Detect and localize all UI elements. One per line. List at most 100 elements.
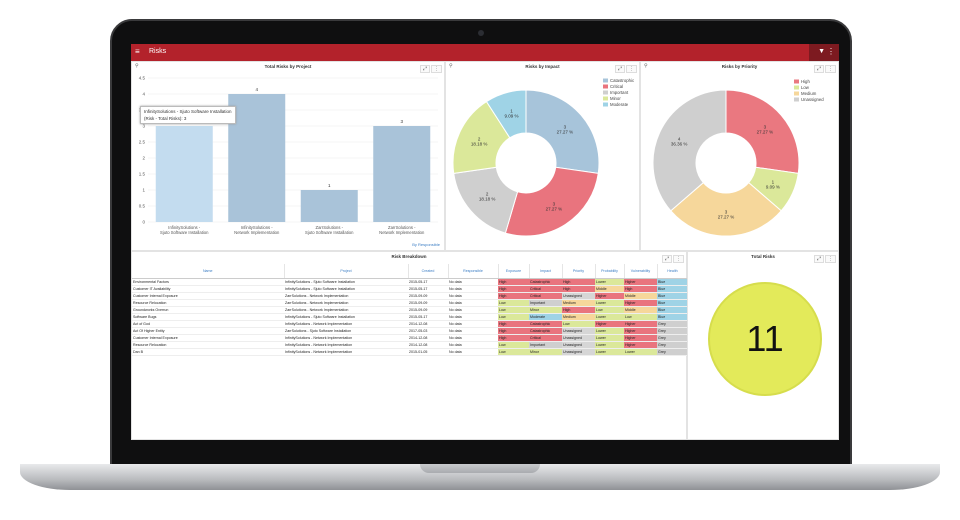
table-row[interactable]: Dan B InfinitySolutions - Network Impleme… <box>132 348 688 356</box>
table-cell: Lower <box>624 348 657 356</box>
table-cell: High <box>498 278 529 286</box>
table-cell: Blue <box>657 299 688 307</box>
table-cell: Catastrophic <box>529 278 562 286</box>
donut-slice <box>525 89 600 174</box>
column-header[interactable]: Impact <box>529 264 563 279</box>
table-cell: Middle <box>624 306 657 314</box>
y-tick-label: 1.5 <box>139 172 146 177</box>
legend-swatch <box>603 90 608 95</box>
panel-risks-by-priority: ⚲ Risks by Priority ⤢ ⋮ 3 27.27 % 1 9.09 % 3 2… <box>640 61 839 251</box>
table-cell: Important <box>529 341 562 349</box>
pin-icon[interactable]: ⚲ <box>449 63 453 69</box>
table-cell: Higher <box>624 299 657 307</box>
table-header-row: Name Project Created Responsible Exposure Imp… <box>132 264 689 279</box>
more-icon[interactable]: ⋮ <box>431 65 442 73</box>
more-icon[interactable]: ⋮ <box>626 65 637 73</box>
bar <box>300 190 358 222</box>
expand-icon[interactable]: ⤢ <box>419 65 430 73</box>
slice-percent-label: 27.27 % <box>757 129 774 134</box>
table-cell: Higher <box>624 334 657 342</box>
more-icon[interactable]: ⋮ <box>825 255 836 263</box>
table-cell: Critical <box>529 292 562 300</box>
column-header[interactable]: Name <box>132 264 285 279</box>
table-cell: No data <box>448 327 498 335</box>
panel-controls: ⤢ ⋮ <box>661 255 684 263</box>
slice-count-label: 3 <box>725 210 728 215</box>
more-options-icon[interactable]: ⋮ <box>827 47 835 56</box>
slice-count-label: 3 <box>553 201 556 206</box>
table-cell: ZarrSolutions - Network Implementation <box>284 292 408 300</box>
pin-icon[interactable]: ⚲ <box>135 63 139 69</box>
table-cell: Low <box>498 299 529 307</box>
expand-icon[interactable]: ⤢ <box>614 65 625 73</box>
hamburger-menu-icon[interactable]: ≡ <box>135 47 140 56</box>
table-row[interactable]: Groundworks Overrun ZarrSolutions - Netwo… <box>132 306 688 314</box>
table-cell: Environmental Factors <box>132 278 284 286</box>
column-header[interactable]: Health <box>657 264 689 279</box>
legend-swatch <box>794 79 799 84</box>
table-cell: Unassigned <box>562 334 595 342</box>
donut-slice <box>670 181 782 237</box>
table-cell: Grey <box>657 341 688 349</box>
filter-icon[interactable]: ▼ <box>818 48 825 55</box>
column-header[interactable]: Created <box>408 264 449 279</box>
y-tick-label: 2 <box>142 156 145 161</box>
expand-icon[interactable]: ⤢ <box>661 255 672 263</box>
table-row[interactable]: Customer IT Availability InfinitySolution… <box>132 285 688 293</box>
table-cell: Catastrophic <box>529 327 562 335</box>
camera-icon <box>478 30 484 36</box>
table-row[interactable]: Act of God InfinitySolutions - Network Im… <box>132 320 688 328</box>
more-icon[interactable]: ⋮ <box>673 255 684 263</box>
column-header[interactable]: Exposure <box>498 264 530 279</box>
table-cell: High <box>498 334 529 342</box>
legend-entry: Minor <box>610 96 621 101</box>
column-header[interactable]: Priority <box>562 264 596 279</box>
table-cell: 2015-09-09 <box>408 306 448 314</box>
table-cell: InfinitySolutions - Sjuto Software Insta… <box>284 285 408 293</box>
table-cell: Blue <box>657 306 688 314</box>
expand-icon[interactable]: ⤢ <box>813 65 824 73</box>
pin-icon[interactable]: ⚲ <box>644 63 648 69</box>
column-header[interactable]: Project <box>284 264 409 279</box>
more-icon[interactable]: ⋮ <box>825 65 836 73</box>
column-header[interactable]: Responsible <box>448 264 499 279</box>
panel-title: Risks by Priority <box>721 64 758 69</box>
table-cell: Higher <box>624 320 657 328</box>
table-row[interactable]: Resource Relocation ZarrSolutions - Netwo… <box>132 299 688 307</box>
table-cell: Medium <box>562 313 595 321</box>
table-row[interactable]: Resource Relocation InfinitySolutions - N… <box>132 341 688 349</box>
priority-donut-chart: 327.27 %19.09 %327.27 %436.36 %HighLowMe… <box>652 79 824 237</box>
table-cell: Lower <box>595 278 624 286</box>
table-row[interactable]: Customer Internal Exposure ZarrSolutions … <box>132 292 688 300</box>
legend-entry: Low <box>801 85 810 90</box>
slice-count-label: 3 <box>764 124 767 129</box>
x-tick-label: Sjuto Software Installation <box>305 230 354 235</box>
table-cell: Lower <box>595 299 624 307</box>
table-cell: No data <box>448 313 498 321</box>
table-cell: Customer Internal Exposure <box>132 292 284 300</box>
table-cell: High <box>498 327 529 335</box>
panel-title: Risks by Impact <box>525 64 560 69</box>
table-cell: Unassigned <box>562 341 595 349</box>
panel-total-risks: Total Risks ⤢ ⋮ 11 <box>687 251 839 440</box>
table-cell: No data <box>448 320 498 328</box>
table-row[interactable]: Customer Internal Exposure InfinitySoluti… <box>132 334 688 342</box>
table-row[interactable]: Software Bugs InfinitySolutions - Sjuto S… <box>132 313 688 321</box>
panel-title: Total Risks by Project <box>264 64 312 69</box>
y-tick-label: 0.5 <box>139 204 146 209</box>
legend-swatch <box>794 97 799 102</box>
table-cell: Minor <box>529 348 562 356</box>
table-row[interactable]: Act Of Higher Entity ZarrSolutions - Sjut… <box>132 327 688 335</box>
table-cell: Low <box>498 341 529 349</box>
expand-icon[interactable]: ⤢ <box>813 255 824 263</box>
table-cell: ZarrSolutions - Network Implementation <box>284 306 408 314</box>
tooltip-line: (Risk - Total Risks): 3 <box>144 116 187 121</box>
table-cell: 2017-05-03 <box>408 327 448 335</box>
column-header[interactable]: Vulnerability <box>624 264 658 279</box>
by-responsible-link[interactable]: By Responsible <box>412 242 440 247</box>
column-header[interactable]: Probability <box>595 264 625 279</box>
table-row[interactable]: Environmental Factors InfinitySolutions -… <box>132 278 688 286</box>
bar-value-label: 4 <box>255 87 258 92</box>
table-cell: Minor <box>529 306 562 314</box>
table-cell: No data <box>448 306 498 314</box>
